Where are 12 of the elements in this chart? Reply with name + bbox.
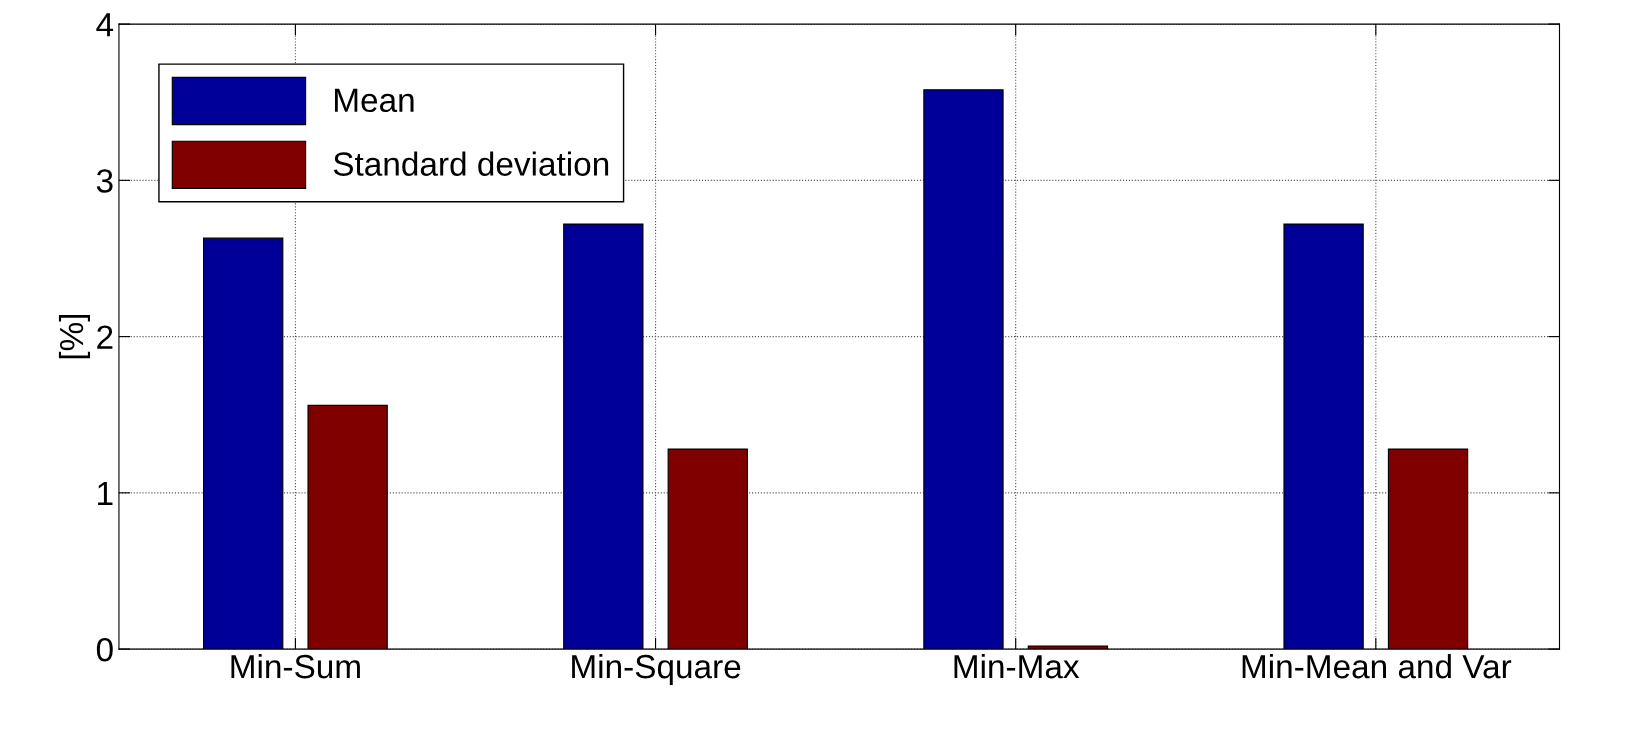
legend-label: Standard deviation bbox=[333, 151, 609, 176]
y-tick-label: 1 bbox=[98, 481, 113, 505]
y-tick-label: 4 bbox=[96, 13, 114, 37]
x-tick-label: Min-Mean and Var bbox=[1242, 653, 1512, 679]
y-tick-label: 0 bbox=[96, 637, 113, 662]
legend-label: Mean bbox=[335, 88, 414, 113]
y-axis-title: [%] bbox=[58, 314, 90, 359]
x-tick-label: Min-Sum bbox=[231, 653, 360, 679]
y-tick-label: 3 bbox=[96, 169, 113, 193]
x-tick-label: Min-Max bbox=[954, 653, 1080, 679]
x-tick-label: Min-Square bbox=[572, 653, 741, 686]
y-tick-label: 2 bbox=[97, 325, 113, 349]
